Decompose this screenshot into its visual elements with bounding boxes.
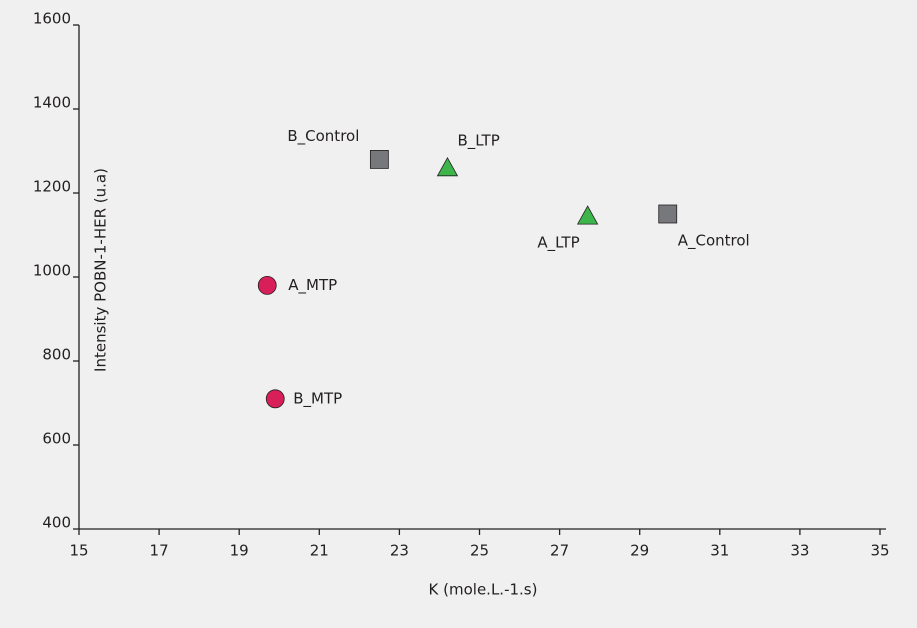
x-axis-label: K (mole.L.-1.s)	[429, 581, 538, 599]
y-tick-label: 600	[42, 430, 71, 448]
x-tick-label: 35	[870, 542, 889, 560]
point	[257, 275, 277, 295]
point-label: A_MTP	[288, 276, 337, 295]
x-tick-label: 17	[150, 542, 169, 560]
y-tick-label: 1000	[33, 262, 71, 280]
point	[265, 389, 285, 409]
x-tick-label: 27	[550, 542, 569, 560]
y-tick-label: 1600	[33, 10, 71, 28]
x-tick-label: 23	[390, 542, 409, 560]
x-tick-label: 25	[470, 542, 489, 560]
x-tick-label: 21	[310, 542, 329, 560]
point-label: A_Control	[678, 232, 750, 251]
y-tick-label: 1400	[33, 94, 71, 112]
x-tick-label: 31	[710, 542, 729, 560]
y-tick-label: 1200	[33, 178, 71, 196]
point	[576, 205, 599, 225]
point	[436, 156, 459, 177]
point-label: B_MTP	[293, 389, 342, 408]
y-axis-label: Intensity POBN-1-HER (u.a)	[92, 168, 110, 372]
x-tick-label: 33	[790, 542, 809, 560]
y-tick-label: 800	[42, 346, 71, 364]
x-tick-label: 19	[230, 542, 249, 560]
x-tick-label: 29	[630, 542, 649, 560]
point-label: B_LTP	[457, 131, 499, 150]
point	[658, 204, 678, 224]
y-tick-label: 400	[42, 514, 71, 532]
point-label: A_LTP	[537, 234, 579, 253]
x-tick-label: 15	[69, 542, 88, 560]
point	[369, 149, 389, 169]
point-label: B_Control	[287, 127, 359, 146]
